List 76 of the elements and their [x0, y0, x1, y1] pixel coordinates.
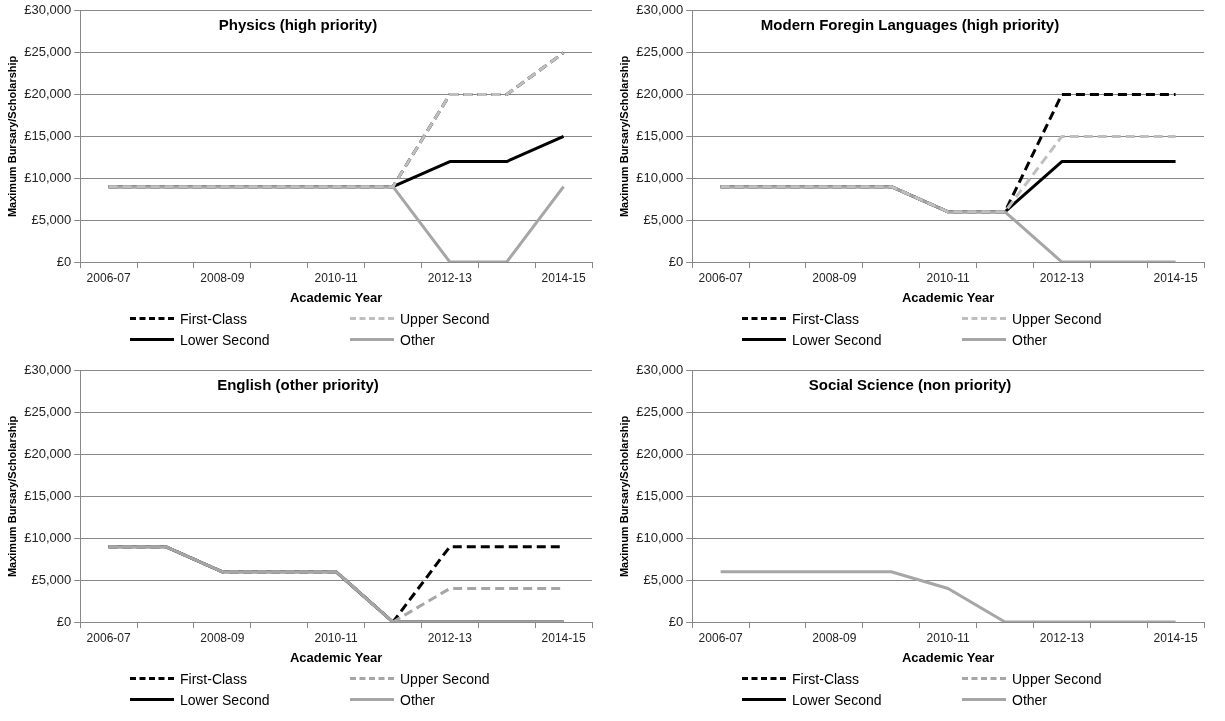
y-tick-label: £15,000 [636, 127, 684, 143]
y-tick-label: £30,000 [24, 2, 72, 18]
y-tick-label: £10,000 [24, 529, 72, 545]
x-tick-label: 2006-07 [86, 630, 131, 645]
x-axis-title: Academic Year [901, 289, 995, 305]
y-tick-label: £30,000 [636, 362, 684, 378]
x-tick-label: 2014-15 [541, 630, 586, 645]
y-axis-title: Maximum Bursary/Scholarship [617, 55, 630, 218]
y-tick-label: £5,000 [643, 211, 684, 227]
x-tick-label: 2012-13 [1039, 270, 1085, 285]
legend-label: Lower Second [180, 691, 270, 708]
y-tick-label: £20,000 [24, 446, 72, 462]
legend-label: Upper Second [1012, 310, 1102, 327]
y-tick-label: £30,000 [24, 362, 72, 378]
x-tick-label: 2014-15 [1153, 630, 1198, 645]
y-tick-label: £5,000 [643, 571, 684, 587]
y-tick-label: £0 [56, 613, 72, 629]
x-tick-label: 2010-11 [314, 270, 358, 285]
x-tick-label: 2010-11 [926, 270, 970, 285]
y-tick-label: £15,000 [24, 127, 72, 143]
y-tick-label: £20,000 [636, 86, 684, 102]
legend-label: Lower Second [792, 691, 882, 708]
y-tick-label: £0 [668, 613, 684, 629]
legend-label: Upper Second [400, 670, 490, 687]
x-tick-label: 2014-15 [1153, 270, 1198, 285]
legend-label: Other [400, 691, 436, 708]
x-tick-label: 2008-09 [200, 630, 245, 645]
y-axis-title: Maximum Bursary/Scholarship [5, 55, 18, 218]
chart-title: Social Science (non priority) [808, 375, 1012, 393]
x-tick-label: 2012-13 [427, 630, 473, 645]
x-tick-label: 2014-15 [541, 270, 586, 285]
y-tick-label: £10,000 [636, 529, 684, 545]
legend-label: First-Class [792, 670, 859, 687]
y-tick-label: £25,000 [636, 44, 684, 60]
y-tick-label: £20,000 [24, 86, 72, 102]
x-tick-label: 2006-07 [86, 270, 131, 285]
x-tick-label: 2010-11 [314, 630, 358, 645]
x-tick-label: 2010-11 [926, 630, 970, 645]
y-tick-label: £25,000 [24, 44, 72, 60]
legend-label: Upper Second [1012, 670, 1102, 687]
y-tick-label: £0 [56, 253, 72, 269]
x-axis-title: Academic Year [289, 649, 383, 665]
y-tick-label: £15,000 [24, 487, 72, 503]
legend-label: Lower Second [180, 331, 270, 348]
y-tick-label: £15,000 [636, 487, 684, 503]
y-tick-label: £5,000 [31, 571, 72, 587]
x-tick-label: 2006-07 [698, 630, 743, 645]
x-axis-title: Academic Year [289, 289, 383, 305]
y-tick-label: £5,000 [31, 211, 72, 227]
chart-title: Physics (high priority) [218, 15, 378, 33]
y-tick-label: £20,000 [636, 446, 684, 462]
legend-label: First-Class [180, 310, 247, 327]
y-tick-label: £10,000 [636, 169, 684, 185]
y-tick-label: £30,000 [636, 2, 684, 18]
x-tick-label: 2012-13 [427, 270, 473, 285]
y-tick-label: £25,000 [24, 404, 72, 420]
legend-label: Other [1012, 691, 1048, 708]
legend-label: Other [400, 331, 436, 348]
chart-title: Modern Foregin Languages (high priority) [760, 15, 1060, 33]
x-axis-title: Academic Year [901, 649, 995, 665]
x-tick-label: 2008-09 [812, 270, 857, 285]
legend-label: First-Class [792, 310, 859, 327]
y-axis-title: Maximum Bursary/Scholarship [617, 415, 630, 578]
x-tick-label: 2006-07 [698, 270, 743, 285]
x-tick-label: 2008-09 [200, 270, 245, 285]
y-tick-label: £25,000 [636, 404, 684, 420]
x-tick-label: 2012-13 [1039, 630, 1085, 645]
y-tick-label: £10,000 [24, 169, 72, 185]
y-tick-label: £0 [668, 253, 684, 269]
legend-label: Upper Second [400, 310, 490, 327]
x-tick-label: 2008-09 [812, 630, 857, 645]
y-axis-title: Maximum Bursary/Scholarship [5, 415, 18, 578]
legend-label: Lower Second [792, 331, 882, 348]
chart-title: English (other priority) [217, 375, 379, 393]
legend-label: First-Class [180, 670, 247, 687]
legend-label: Other [1012, 331, 1048, 348]
